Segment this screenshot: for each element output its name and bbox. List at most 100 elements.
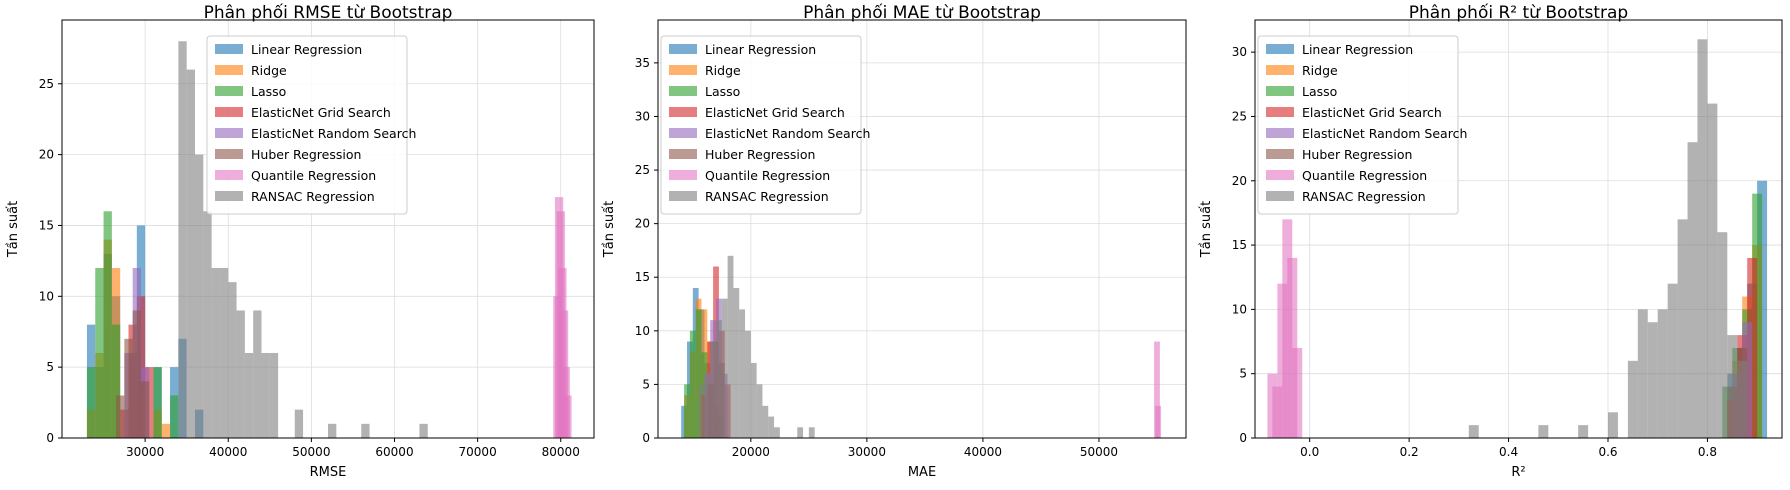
y-tick-label: 5 [642, 377, 650, 391]
legend-label: RANSAC Regression [705, 189, 829, 204]
x-axis-label: R² [1511, 465, 1525, 480]
histogram-bar [186, 69, 195, 438]
histogram-bar [1677, 219, 1688, 438]
legend-label: Linear Regression [251, 42, 362, 57]
legend-swatch [215, 149, 243, 159]
legend-label: Linear Regression [705, 42, 816, 57]
legend-swatch [215, 86, 243, 96]
histogram-bar [1687, 142, 1698, 438]
histogram-bar [1647, 322, 1658, 438]
histogram-bar [1267, 373, 1278, 438]
legend-label: RANSAC Regression [251, 189, 375, 204]
y-tick-label: 0 [46, 431, 54, 445]
legend-label: Quantile Regression [705, 168, 830, 183]
legend-swatch [1266, 170, 1294, 180]
legend-box [1257, 35, 1459, 215]
legend-swatch [1266, 44, 1294, 54]
y-tick-label: 25 [1232, 109, 1247, 123]
legend-label: Lasso [251, 84, 286, 99]
histogram-bar [269, 352, 279, 438]
legend-swatch [669, 65, 697, 75]
legend-label: Ridge [251, 63, 287, 78]
legend-label: Linear Regression [1302, 42, 1413, 57]
legend-swatch [669, 107, 697, 117]
histogram-bar [228, 282, 237, 438]
legend: Linear Regression Ridge Lasso ElasticNet Gr… [660, 35, 870, 215]
legend-swatch [669, 128, 697, 138]
histogram-bar [124, 338, 133, 438]
chart-title: Phân phối MAE từ Bootstrap [803, 2, 1041, 23]
rmse-histogram-panel: 30000 40000 50000 60000 70000 80000 0 5 10 15 20 25… [6, 2, 595, 480]
x-axis-label: RMSE [310, 465, 347, 480]
x-tick-label: 70000 [459, 445, 497, 459]
histogram-bar [710, 341, 717, 438]
histogram-bar [153, 367, 162, 438]
histogram-bar [739, 309, 746, 438]
legend-label: Huber Regression [251, 147, 361, 162]
legend-swatch [1266, 86, 1294, 96]
legend-swatch [1266, 149, 1294, 159]
histogram-bar [211, 267, 220, 438]
y-axis-label: Tần suất [6, 201, 21, 258]
x-tick-label: 50000 [292, 445, 330, 459]
legend-swatch [215, 44, 243, 54]
x-tick-label: 30000 [126, 445, 164, 459]
y-tick-label: 20 [39, 148, 54, 162]
y-tick-label: 5 [1239, 367, 1247, 381]
y-tick-label: 15 [635, 270, 650, 284]
histogram-bar [1707, 103, 1718, 438]
legend-label: Quantile Regression [251, 168, 376, 183]
histogram-bar [103, 211, 112, 438]
y-tick-label: 10 [1232, 302, 1247, 316]
legend-label: ElasticNet Grid Search [1302, 105, 1442, 120]
histogram-bar [684, 384, 690, 438]
histogram-bar [1667, 283, 1678, 438]
histogram-bar [695, 309, 702, 438]
tick-labels: 0.0 0.2 0.4 0.6 0.8 0 5 10 15 20 25 30 [1232, 45, 1717, 459]
histogram-bar [1727, 335, 1738, 438]
histogram-bar [294, 409, 304, 438]
histogram-bar [203, 211, 212, 438]
histogram-bar [808, 427, 815, 438]
x-tick-label: 80000 [542, 445, 580, 459]
y-tick-label: 25 [635, 163, 650, 177]
x-tick-label: 0.0 [1300, 445, 1319, 459]
histogram-bar [727, 255, 734, 438]
tick-labels: 20000 30000 40000 50000 0 5 10 15 20 25 30 35 [635, 56, 1118, 459]
histogram-bar [721, 298, 728, 438]
histogram-bars [86, 41, 572, 438]
legend-swatch [669, 191, 697, 201]
y-tick-label: 5 [46, 360, 54, 374]
histogram-bar [774, 427, 780, 438]
histogram-bar [244, 352, 254, 438]
histogram-bar [745, 330, 751, 438]
x-tick-label: 0.8 [1698, 445, 1717, 459]
y-tick-label: 15 [39, 218, 54, 232]
histogram-bar [419, 423, 428, 438]
histogram-bar [689, 330, 696, 438]
histogram-bar [161, 423, 171, 438]
legend-swatch [1266, 128, 1294, 138]
y-tick-label: 10 [39, 289, 54, 303]
mae-histogram-panel: 20000 30000 40000 50000 0 5 10 15 20 25 30 35 Phân p… [602, 2, 1187, 480]
histogram-bar [1737, 360, 1748, 438]
histogram-bar [1292, 347, 1303, 438]
histogram-bar [750, 362, 757, 438]
legend: Linear Regression Ridge Lasso ElasticNet Gr… [206, 35, 416, 215]
histogram-bar [1657, 309, 1668, 438]
r2-histogram-panel: 0.0 0.2 0.4 0.6 0.8 0 5 10 15 20 25 30 Phân phối R² … [1199, 2, 1783, 480]
histogram-bar [756, 384, 763, 438]
legend-swatch [669, 44, 697, 54]
histogram-bar [219, 267, 229, 438]
axes-frame [61, 19, 595, 439]
histogram-bar [716, 320, 722, 438]
y-tick-label: 35 [635, 56, 650, 70]
histogram-bar [768, 416, 775, 438]
legend-swatch [215, 128, 243, 138]
y-axis-label: Tần suất [1199, 201, 1214, 258]
legend-label: Huber Regression [705, 147, 815, 162]
histogram-bar [111, 324, 121, 438]
y-tick-label: 20 [1232, 174, 1247, 188]
histogram-bar [1717, 232, 1728, 438]
